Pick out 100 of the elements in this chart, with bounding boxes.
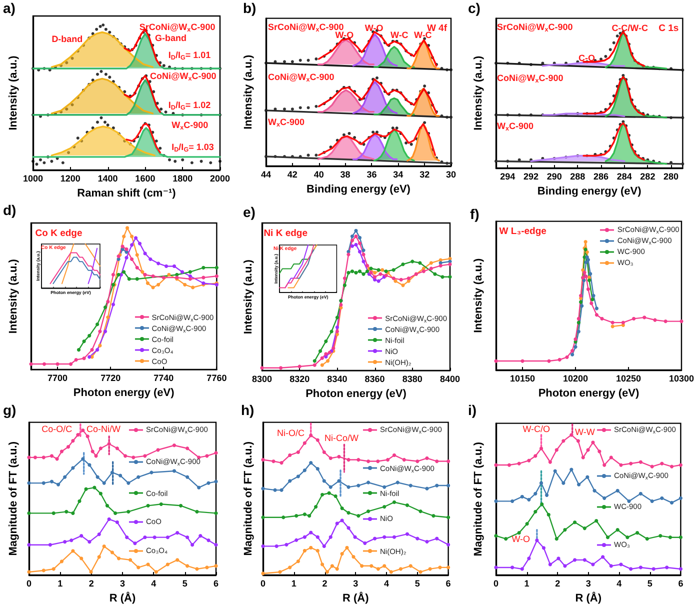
annotation: I$_{D}$/I$_{G}$= 1.01 xyxy=(168,50,211,62)
x-axis-title: R (Å) xyxy=(575,591,602,604)
x-tick-label: 280 xyxy=(664,172,679,182)
x-tick-label: 0 xyxy=(260,578,266,588)
y-axis-title: Intensity (a.u.) xyxy=(472,258,484,333)
x-tick-label: 1 xyxy=(524,578,530,588)
x-tick-label: 1 xyxy=(58,578,63,588)
x-tick-label: 8320 xyxy=(290,374,310,384)
x-tick-label: 3 xyxy=(120,578,126,588)
x-tick-label: 8380 xyxy=(402,374,422,384)
annotation: SrCoNi@W$_{x}$C-900 xyxy=(497,22,573,34)
x-tick-label: 7700 xyxy=(48,373,68,384)
x-tick-label: 0 xyxy=(493,578,499,588)
annotation: W$_{x}$C-900 xyxy=(497,120,534,132)
chart-title: f) xyxy=(470,206,480,222)
x-tick-label: 290 xyxy=(546,172,562,182)
x-tick-label: 8340 xyxy=(327,374,348,384)
y-axis-title: Magnitude of FT (a.u.) xyxy=(472,442,484,556)
y-axis-title: Intensity (a.u.) xyxy=(8,55,20,130)
x-tick-label: 40 xyxy=(314,170,324,180)
chart-title: i) xyxy=(468,402,477,418)
x-tick-label: 8400 xyxy=(440,374,460,384)
annotation: Ni-O/C xyxy=(277,428,304,438)
y-axis-title: Magnitude of FT (a.u.) xyxy=(8,441,20,556)
x-tick-label: 1000 xyxy=(22,174,44,184)
x-axis-title: Photon energy (eV) xyxy=(73,387,175,400)
annotation: W-W xyxy=(575,426,595,437)
x-tick-label: 8300 xyxy=(252,374,272,384)
annotation: W-O xyxy=(512,534,530,544)
x-tick-label: 10200 xyxy=(562,374,588,384)
x-tick-label: 1 xyxy=(291,578,296,588)
x-axis-title: R (Å) xyxy=(109,591,136,604)
x-tick-label: 7760 xyxy=(206,373,227,384)
annotation: G-band xyxy=(155,33,186,43)
x-tick-label: 5 xyxy=(414,578,420,588)
x-tick-label: 286 xyxy=(594,172,609,182)
annotation: SrCoNi@W$_{x}$C-900 xyxy=(139,22,216,34)
x-tick-label: 4 xyxy=(616,578,622,588)
annotation: CoNi@W$_{x}$C-900 xyxy=(497,72,564,84)
x-tick-label: 6 xyxy=(446,578,451,588)
x-axis-title: Binding energy (eV) xyxy=(306,183,411,196)
x-axis-title: Photon energy (eV) xyxy=(306,388,407,400)
x-tick-label: 7740 xyxy=(154,373,174,384)
x-tick-label: 7720 xyxy=(100,373,121,384)
x-tick-label: 4 xyxy=(151,578,156,588)
chart-title: e) xyxy=(243,204,256,220)
x-tick-label: 36 xyxy=(366,170,377,180)
x-tick-label: 6 xyxy=(213,578,219,588)
annotation: W$_{x}$C-900 xyxy=(268,117,305,129)
x-tick-label: 1200 xyxy=(60,174,80,184)
y-axis-title: Intensity (a.u.) xyxy=(242,54,254,130)
chart-title: h) xyxy=(241,402,254,418)
x-tick-label: 284 xyxy=(616,172,632,182)
annotation: W-O xyxy=(335,30,354,40)
annotation: W-O xyxy=(364,22,384,32)
y-axis-title: Intensity (a.u.) xyxy=(8,258,20,334)
annotation: Co-Ni/W xyxy=(86,424,120,434)
annotation: Co-O/C xyxy=(42,424,72,434)
chart-title: b) xyxy=(243,0,256,16)
chart-subtitle: Ni K edge xyxy=(264,228,308,240)
x-axis-title: Photon energy (eV) xyxy=(538,387,640,400)
x-tick-label: 294 xyxy=(500,172,516,182)
x-tick-label: 1600 xyxy=(135,174,156,184)
x-tick-label: 1800 xyxy=(172,174,193,184)
x-tick-label: 30 xyxy=(446,170,456,180)
x-tick-label: 5 xyxy=(647,578,652,588)
annotation: W-C/O xyxy=(522,424,550,434)
x-tick-label: 38 xyxy=(340,170,350,180)
x-tick-label: 10300 xyxy=(668,374,694,384)
x-tick-label: 288 xyxy=(570,172,586,182)
x-tick-label: 2000 xyxy=(210,174,230,184)
annotation: I$_{D}$/I$_{G}$= 1.03 xyxy=(172,142,214,154)
y-axis-title: Magnitude of FT (a.u.) xyxy=(242,441,254,556)
x-tick-label: 2 xyxy=(88,578,94,588)
x-tick-label: 3 xyxy=(353,578,358,588)
x-axis-title: Raman shift (cm⁻¹) xyxy=(77,187,176,200)
annotation: W-C xyxy=(390,30,408,40)
annotation: C-O xyxy=(578,52,595,63)
chart-title: a) xyxy=(3,0,16,16)
annotation: CoNi@W$_{x}$C-900 xyxy=(268,72,334,84)
x-tick-label: 3 xyxy=(586,578,591,588)
chart-subtitle: C 1s xyxy=(658,23,679,36)
annotation: W$_{x}$C-900 xyxy=(172,120,208,132)
annotation: I$_{D}$/I$_{G}$= 1.02 xyxy=(168,100,211,112)
x-axis-title: Binding energy (eV) xyxy=(537,185,642,198)
chart-subtitle: W L₃-edge xyxy=(499,226,546,238)
x-tick-label: 1400 xyxy=(98,174,118,184)
annotation: Ni-Co/W xyxy=(324,433,358,444)
chart-title: g) xyxy=(3,402,16,418)
x-tick-label: 10150 xyxy=(510,374,536,384)
x-tick-label: 8360 xyxy=(364,374,385,384)
x-tick-label: 5 xyxy=(182,578,188,588)
chart-title: c) xyxy=(468,0,480,16)
y-axis-title: Intensity (a.u.) xyxy=(472,56,484,130)
chart-title: d) xyxy=(3,202,16,218)
x-tick-label: 32 xyxy=(420,170,430,180)
x-tick-label: 282 xyxy=(640,172,656,182)
x-tick-label: 44 xyxy=(260,170,272,180)
annotation: C-C/W-C xyxy=(612,22,648,32)
x-tick-label: 42 xyxy=(287,170,298,180)
